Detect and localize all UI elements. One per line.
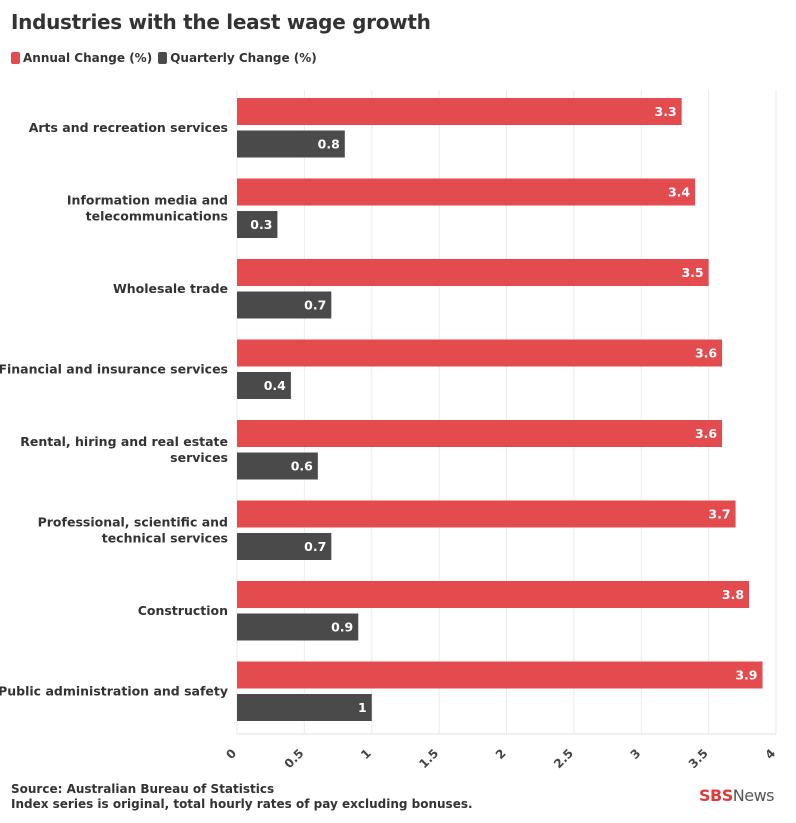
data-label: 1 (358, 700, 367, 715)
annual-bar (237, 581, 750, 608)
data-label: 0.8 (318, 137, 340, 152)
quarterly-bar (237, 613, 359, 641)
category-label: Construction (138, 603, 228, 618)
sbs-news-logo: SBSNews (699, 786, 774, 805)
source-line: Source: Australian Bureau of Statistics (11, 782, 275, 796)
quarterly-bar (237, 533, 332, 560)
legend-item-annual[interactable]: Annual Change (%) (11, 51, 152, 65)
data-label: 0.7 (304, 539, 326, 554)
logo-suffix: News (732, 786, 775, 805)
legend-swatch-quarterly (158, 52, 168, 64)
x-tick-label: 0.5 (282, 746, 307, 771)
quarterly-bar (237, 452, 318, 480)
data-label: 0.4 (264, 378, 286, 393)
data-label: 3.4 (668, 185, 690, 200)
x-tick-label: 0 (223, 746, 239, 762)
chart-title: Industries with the least wage growth (11, 10, 431, 34)
legend-item-quarterly[interactable]: Quarterly Change (%) (158, 51, 317, 65)
data-label: 3.5 (681, 265, 703, 280)
annual-bar (237, 661, 763, 689)
x-tick-label: 2.5 (551, 746, 576, 771)
x-tick-label: 4 (762, 746, 778, 762)
category-label: Arts and recreation services (29, 120, 228, 135)
data-label: 3.6 (695, 426, 717, 441)
quarterly-bar (237, 211, 278, 238)
x-tick-label: 3 (628, 746, 644, 762)
source-description: Index series is original, total hourly r… (11, 797, 473, 811)
legend-label-quarterly: Quarterly Change (%) (170, 51, 317, 65)
data-label: 3.6 (695, 346, 717, 361)
annual-bar (237, 259, 709, 286)
quarterly-bar (237, 372, 291, 399)
annual-bar (237, 500, 736, 528)
annual-bar (237, 339, 723, 367)
data-label: 3.9 (735, 668, 757, 683)
quarterly-bar (237, 291, 332, 319)
category-label: Wholesale trade (113, 281, 228, 296)
legend-label-annual: Annual Change (%) (23, 51, 153, 65)
x-tick-label: 2 (493, 746, 509, 762)
logo-brand: SBS (699, 786, 733, 805)
x-tick-label: 1 (358, 746, 374, 762)
data-label: 0.6 (291, 459, 313, 474)
data-label: 0.9 (331, 620, 353, 635)
quarterly-bar (237, 694, 372, 721)
category-label: Professional, scientific and technical se… (38, 515, 228, 546)
x-tick-label: 1.5 (416, 746, 441, 771)
data-label: 3.7 (708, 507, 730, 522)
category-label: Public administration and safety (0, 684, 228, 699)
category-label: Information media and telecommunications (67, 193, 228, 224)
data-label: 0.7 (304, 298, 326, 313)
annual-bar (237, 98, 682, 125)
source-note: Source: Australian Bureau of Statistics … (11, 782, 473, 812)
annual-bar (237, 178, 696, 206)
legend-swatch-annual (11, 52, 20, 64)
category-label: Rental, hiring and real estate services (20, 434, 228, 465)
quarterly-bar (237, 130, 345, 158)
data-label: 3.8 (722, 587, 744, 602)
legend: Annual Change (%) Quarterly Change (%) (11, 51, 317, 65)
annual-bar (237, 420, 723, 447)
data-label: 3.3 (655, 104, 677, 119)
data-label: 0.3 (250, 217, 272, 232)
category-label: Financial and insurance services (0, 362, 228, 377)
x-tick-label: 3.5 (686, 746, 711, 771)
